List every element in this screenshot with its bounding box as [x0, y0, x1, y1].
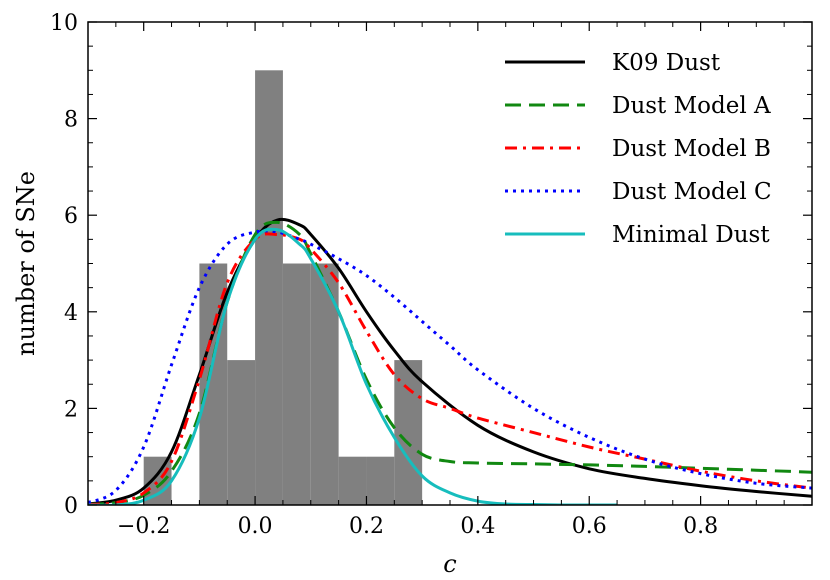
y-tick-label: 0: [64, 494, 78, 519]
histogram-bar-3: [255, 70, 283, 506]
legend: K09 Dust Dust Model A Dust Model B Dust Mod…: [505, 50, 772, 248]
y-tick-label: 2: [64, 397, 78, 422]
series-line-dust-model-a: [88, 220, 812, 505]
series-layer: [88, 217, 812, 505]
x-tick-label: 0.8: [683, 514, 718, 539]
y-axis-label: number of SNe: [12, 171, 40, 356]
legend-label: Minimal Dust: [612, 222, 770, 248]
tick-layer: −0.2 0.0 0.2 0.4 0.6 0.8 0 2 4 6 8 10: [50, 11, 813, 539]
histogram-bar-4: [282, 263, 311, 505]
series-line-k09-dust: [88, 217, 812, 505]
y-tick-label: 6: [64, 204, 78, 229]
series-line-dust-model-b: [88, 232, 812, 505]
x-tick-label: −0.2: [117, 514, 170, 539]
legend-label: Dust Model B: [612, 136, 771, 162]
y-tick-label: 10: [50, 11, 78, 36]
x-tick-label: 0.2: [349, 514, 384, 539]
x-axis-label: c: [443, 550, 456, 578]
legend-label: Dust Model A: [612, 93, 771, 119]
y-tick-label: 4: [64, 301, 78, 326]
y-tick-label: 8: [64, 108, 78, 133]
x-tick-label: 0.4: [460, 514, 495, 539]
legend-label: K09 Dust: [612, 50, 721, 76]
x-tick-label: 0.0: [238, 514, 273, 539]
histogram-bar-8: [394, 360, 423, 505]
series-line-dust-model-c: [88, 229, 812, 505]
histogram-bar-6: [338, 456, 367, 505]
legend-label: Dust Model C: [612, 179, 772, 205]
x-tick-label: 0.6: [572, 514, 607, 539]
histogram-bar-7: [366, 456, 395, 505]
histogram-bar-2: [227, 360, 256, 505]
